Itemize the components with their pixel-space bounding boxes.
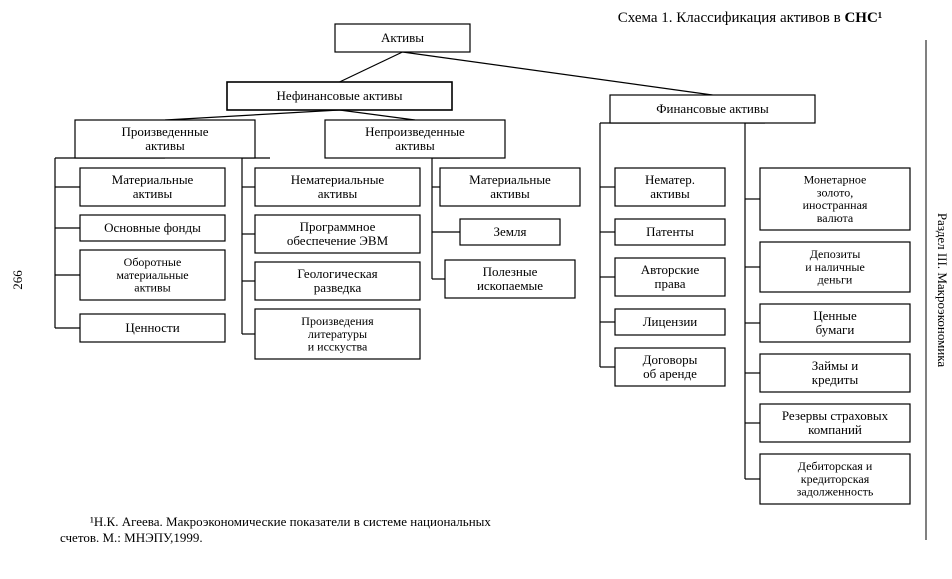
- node-deb: Дебиторская икредиторскаязадолженность: [760, 454, 910, 504]
- label-mat_p-0: Материальные: [112, 172, 194, 187]
- label-lit-2: и исскуства: [308, 340, 368, 354]
- node-nonfin: Нефинансовые активы: [227, 82, 452, 110]
- label-nemat_f-1: активы: [650, 186, 690, 201]
- label-lit-0: Произведения: [301, 314, 374, 328]
- node-mat_np: Материальныеактивы: [440, 168, 580, 206]
- label-loan-1: кредиты: [812, 372, 859, 387]
- footnote-line1: ¹Н.К. Агеева. Макроэкономические показат…: [90, 514, 491, 529]
- label-mon-2: иностранная: [803, 198, 868, 212]
- node-geo: Геологическаяразведка: [255, 262, 420, 300]
- node-nemat_f: Нематер.активы: [615, 168, 725, 206]
- label-root-0: Активы: [381, 30, 424, 45]
- schema-title: Схема 1. Классификация активов в СНС¹: [618, 10, 883, 26]
- label-deb-1: кредиторская: [801, 472, 870, 486]
- label-cb-0: Ценные: [813, 308, 857, 323]
- node-cenn: Ценности: [80, 314, 225, 342]
- label-nonprod-0: Непроизведенные: [365, 124, 465, 139]
- node-nonprod: Непроизведенныеактивы: [325, 120, 505, 158]
- page-number: 266: [10, 270, 25, 290]
- label-dog-1: об аренде: [643, 366, 697, 381]
- label-mat_np-1: активы: [490, 186, 530, 201]
- label-nemat_p-1: активы: [318, 186, 358, 201]
- node-mon: Монетарноезолото,иностраннаявалюта: [760, 168, 910, 230]
- label-lit-1: литературы: [308, 327, 367, 341]
- node-pat: Патенты: [615, 219, 725, 245]
- label-fin-0: Финансовые активы: [656, 101, 769, 116]
- label-dep-0: Депозиты: [810, 247, 861, 261]
- label-rez-1: компаний: [808, 422, 862, 437]
- label-dep-1: и наличные: [805, 260, 865, 274]
- node-obor: Оборотныематериальныеактивы: [80, 250, 225, 300]
- label-nonfin-0: Нефинансовые активы: [277, 88, 403, 103]
- label-isk-1: ископаемые: [477, 278, 543, 293]
- node-root: Активы: [335, 24, 470, 52]
- label-deb-0: Дебиторская и: [798, 459, 873, 473]
- footnote-line2: счетов. М.: МНЭПУ,1999.: [60, 530, 203, 545]
- label-rez-0: Резервы страховых: [782, 408, 889, 423]
- node-lit: Произведениялитературыи исскуства: [255, 309, 420, 359]
- section-label: Раздел III. Макроэкономика: [935, 213, 950, 368]
- label-mon-3: валюта: [817, 211, 854, 225]
- label-produced-0: Произведенные: [122, 124, 209, 139]
- label-obor-0: Оборотные: [124, 255, 182, 269]
- label-cb-1: бумаги: [816, 322, 855, 337]
- label-mon-0: Монетарное: [804, 172, 867, 186]
- node-prog: Программноеобеспечение ЭВМ: [255, 215, 420, 253]
- label-zem-0: Земля: [494, 224, 527, 239]
- label-lic-0: Лицензии: [643, 314, 698, 329]
- label-loan-0: Займы и: [812, 358, 858, 373]
- node-avt: Авторскиеправа: [615, 258, 725, 296]
- label-prog-1: обеспечение ЭВМ: [287, 233, 389, 248]
- node-osn: Основные фонды: [80, 215, 225, 241]
- label-obor-1: материальные: [116, 268, 188, 282]
- label-cenn-0: Ценности: [125, 320, 179, 335]
- node-produced: Произведенныеактивы: [75, 120, 255, 158]
- node-dep: Депозитыи наличныеденьги: [760, 242, 910, 292]
- label-obor-2: активы: [134, 281, 170, 295]
- label-avt-1: права: [655, 276, 686, 291]
- node-lic: Лицензии: [615, 309, 725, 335]
- label-mat_p-1: активы: [133, 186, 173, 201]
- label-osn-0: Основные фонды: [104, 220, 201, 235]
- node-dog: Договорыоб аренде: [615, 348, 725, 386]
- node-mat_p: Материальныеактивы: [80, 168, 225, 206]
- label-mat_np-0: Материальные: [469, 172, 551, 187]
- node-nemat_p: Нематериальныеактивы: [255, 168, 420, 206]
- label-pat-0: Патенты: [646, 224, 694, 239]
- label-avt-0: Авторские: [641, 262, 700, 277]
- diagram-canvas: Схема 1. Классификация активов в СНС¹ Раз…: [0, 0, 952, 579]
- node-isk: Полезныеископаемые: [445, 260, 575, 298]
- node-rez: Резервы страховыхкомпаний: [760, 404, 910, 442]
- node-zem: Земля: [460, 219, 560, 245]
- label-deb-2: задолженность: [797, 485, 874, 499]
- label-mon-1: золото,: [817, 185, 853, 199]
- label-nonprod-1: активы: [395, 138, 435, 153]
- label-nemat_p-0: Нематериальные: [291, 172, 385, 187]
- label-nemat_f-0: Нематер.: [645, 172, 695, 187]
- label-geo-1: разведка: [314, 280, 362, 295]
- node-loan: Займы икредиты: [760, 354, 910, 392]
- label-isk-0: Полезные: [483, 264, 538, 279]
- node-fin: Финансовые активы: [610, 95, 815, 123]
- label-dog-0: Договоры: [643, 352, 698, 367]
- label-prog-0: Программное: [300, 219, 376, 234]
- node-cb: Ценныебумаги: [760, 304, 910, 342]
- label-geo-0: Геологическая: [297, 266, 377, 281]
- label-produced-1: активы: [145, 138, 185, 153]
- label-dep-2: деньги: [818, 273, 853, 287]
